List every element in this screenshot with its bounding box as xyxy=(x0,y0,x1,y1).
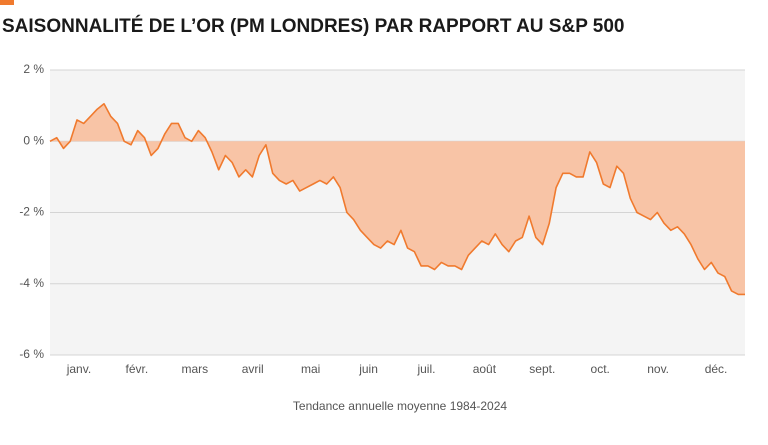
x-tick-label: févr. xyxy=(126,362,149,376)
area xyxy=(50,103,745,295)
y-tick-label: 0 % xyxy=(23,133,44,147)
x-tick-label: avril xyxy=(242,362,264,376)
x-tick-label: juil. xyxy=(416,362,435,376)
x-axis-label: Tendance annuelle moyenne 1984-2024 xyxy=(293,399,507,413)
x-tick-label: juin xyxy=(358,362,378,376)
x-tick-label: mars xyxy=(181,362,208,376)
line xyxy=(49,103,745,296)
x-tick-label: nov. xyxy=(647,362,669,376)
y-tick-label: 2 % xyxy=(23,62,44,76)
accent xyxy=(0,0,14,5)
x-tick-label: déc. xyxy=(705,362,728,376)
x-tick-label: mai xyxy=(301,362,320,376)
x-tick-label: janv. xyxy=(66,362,91,376)
chart-title: SAISONNALITÉ DE L’OR (PM LONDRES) PAR RA… xyxy=(2,15,625,37)
x-tick-label: août xyxy=(473,362,497,376)
x-tick-label: sept. xyxy=(529,362,555,376)
y-tick-label: -2 % xyxy=(19,205,44,219)
y-tick-label: -6 % xyxy=(19,347,44,361)
x-tick-label: oct. xyxy=(591,362,610,376)
y-tick-label: -4 % xyxy=(19,276,44,290)
